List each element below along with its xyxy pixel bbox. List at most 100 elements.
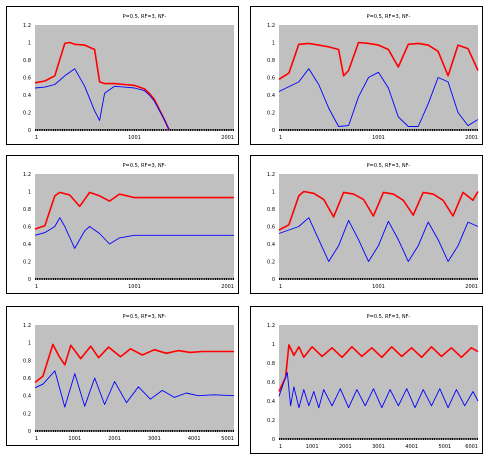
y-tick-label: 0.6: [267, 76, 275, 82]
x-tick-label: 1001: [372, 135, 385, 141]
x-tick-label: 1: [279, 135, 282, 141]
y-tick-label: 0.8: [23, 358, 31, 364]
chart-title: P=0.5, RF=3, NF-: [123, 314, 167, 320]
y-tick-label: 0.4: [23, 93, 31, 99]
chart-title: P=0.5, RF=3, NF-: [123, 14, 167, 20]
chart-panel-4: P=0.5, RF=3, NF- 0 0.2 0.4 0.6 0.8 1 1.2 1 1001 20…: [250, 155, 483, 294]
plot-area: [279, 325, 478, 439]
y-tick-label: 0.2: [267, 418, 275, 424]
y-tick-label: 1: [28, 190, 31, 196]
chart-svg: P=0.5, RF=3, NF- 0 0.2 0.4 0.6 0.8 1 1.2 1 1001 20…: [23, 314, 235, 442]
y-tick-label: 0.2: [23, 111, 31, 117]
x-tick-label: 2001: [339, 444, 352, 450]
x-tick-label: 2001: [465, 284, 478, 290]
y-tick-label: 0.8: [267, 58, 275, 64]
x-tick-label: 1001: [128, 284, 141, 290]
x-tick-label: 2001: [108, 436, 121, 442]
y-tick-label: 0: [272, 128, 275, 134]
y-tick-label: 1: [28, 41, 31, 47]
red-series-line: [34, 343, 234, 384]
red-series-line: [278, 190, 479, 231]
y-tick-label: 0: [28, 429, 31, 435]
x-tick-label: 2001: [221, 135, 234, 141]
red-series-line: [278, 344, 479, 392]
x-tick-label: 1: [279, 284, 282, 290]
y-tick-label: 1.2: [23, 323, 31, 329]
chart-panel-3: P=0.5, RF=3, NF- 0 0.2 0.4 0.6 0.8 1 1.2 1 1001 20…: [6, 155, 239, 294]
blue-series-line: [278, 372, 479, 409]
x-tick-label: 1001: [128, 135, 141, 141]
y-tick-label: 0.4: [267, 242, 275, 248]
x-tick-label: 1001: [306, 444, 319, 450]
chart-svg: P=0.5, RF=3, NF- 0 0.2 0.4 0.6 0.8 1 1.2 1 1001 20…: [23, 14, 234, 141]
y-tick-label: 1: [272, 190, 275, 196]
plot-area: [35, 25, 234, 130]
y-tick-label: 1.2: [23, 23, 31, 29]
y-tick-label: 0.2: [267, 111, 275, 117]
y-tick-label: 1.2: [267, 172, 275, 178]
red-series-line: [278, 41, 479, 80]
y-tick-label: 0.8: [267, 207, 275, 213]
y-tick-label: 0: [272, 277, 275, 283]
y-tick-label: 0: [28, 277, 31, 283]
x-tick-label: 1: [279, 444, 282, 450]
y-tick-label: 0.8: [23, 207, 31, 213]
x-tick-label: 2001: [465, 135, 478, 141]
x-tick-label: 4001: [405, 444, 418, 450]
x-tick-label: 3001: [372, 444, 385, 450]
y-tick-label: 1: [272, 342, 275, 348]
x-tick-label: 5001: [221, 436, 234, 442]
chart-svg: P=0.5, RF=3, NF- 0 0.2 0.4 0.6 0.8 1 1.2 1 1001 20…: [267, 163, 479, 290]
x-tick-label: 1: [35, 284, 38, 290]
chart-title: P=0.5, RF=3, NF-: [367, 14, 411, 20]
y-tick-label: 0.6: [23, 76, 31, 82]
y-tick-label: 0: [272, 437, 275, 443]
y-tick-label: 1.2: [267, 23, 275, 29]
y-tick-label: 1.2: [267, 323, 275, 329]
y-tick-label: 0.4: [23, 242, 31, 248]
x-tick-label: 6001: [465, 444, 478, 450]
x-tick-label: 5001: [438, 444, 451, 450]
y-tick-label: 0.8: [267, 361, 275, 367]
plot-area: [35, 174, 234, 279]
x-tick-label: 1: [35, 135, 38, 141]
y-tick-label: 0.2: [23, 411, 31, 417]
y-tick-label: 0.6: [23, 225, 31, 231]
chart-title: P=0.5, RF=3, NF-: [367, 314, 411, 320]
chart-panel-6: P=0.5, RF=3, NF- 0 0.2 0.4 0.6 0.8 1 1.2 1 1001 20…: [250, 306, 483, 454]
red-series-line: [34, 41, 170, 131]
y-tick-label: 0: [28, 128, 31, 134]
y-tick-label: 0.6: [23, 376, 31, 382]
x-tick-label: 2001: [221, 284, 234, 290]
x-tick-label: 4001: [188, 436, 201, 442]
red-series-line: [34, 191, 234, 230]
y-tick-label: 0.6: [267, 225, 275, 231]
chart-title: P=0.5, RF=3, NF-: [367, 163, 411, 169]
blue-series-line: [34, 370, 235, 408]
chart-panel-5: P=0.5, RF=3, NF- 0 0.2 0.4 0.6 0.8 1 1.2 1 1001 20…: [6, 306, 239, 446]
x-tick-label: 3001: [148, 436, 161, 442]
y-tick-label: 0.2: [267, 260, 275, 266]
chart-svg: P=0.5, RF=3, NF- 0 0.2 0.4 0.6 0.8 1 1.2 1 1001 20…: [267, 14, 479, 141]
plot-area: [35, 325, 234, 431]
chart-title: P=0.5, RF=3, NF-: [123, 163, 167, 169]
chart-svg: P=0.5, RF=3, NF- 0 0.2 0.4 0.6 0.8 1 1.2 1 1001 20…: [267, 314, 479, 450]
x-tick-label: 1001: [68, 436, 81, 442]
y-tick-label: 0.2: [23, 260, 31, 266]
y-tick-label: 1: [28, 341, 31, 347]
chart-panel-2: P=0.5, RF=3, NF- 0 0.2 0.4 0.6 0.8 1 1.2 1 1001 20…: [250, 6, 483, 145]
blue-series-line: [278, 68, 479, 127]
y-tick-label: 0.6: [267, 380, 275, 386]
x-tick-label: 1001: [372, 284, 385, 290]
y-tick-label: 0.4: [267, 93, 275, 99]
blue-series-line: [34, 217, 234, 249]
chart-panel-1: P=0.5, RF=3, NF- 0 0.2 0.4 0.6 0.8 1 1.2 1 1001 20…: [6, 6, 239, 145]
y-tick-label: 0.8: [23, 58, 31, 64]
plot-area: [279, 25, 478, 130]
chart-svg: P=0.5, RF=3, NF- 0 0.2 0.4 0.6 0.8 1 1.2 1 1001 20…: [23, 163, 234, 290]
y-tick-label: 0.4: [267, 399, 275, 405]
y-tick-label: 0.4: [23, 394, 31, 400]
blue-series-line: [34, 68, 170, 131]
plot-area: [279, 174, 478, 279]
x-tick-label: 1: [35, 436, 38, 442]
